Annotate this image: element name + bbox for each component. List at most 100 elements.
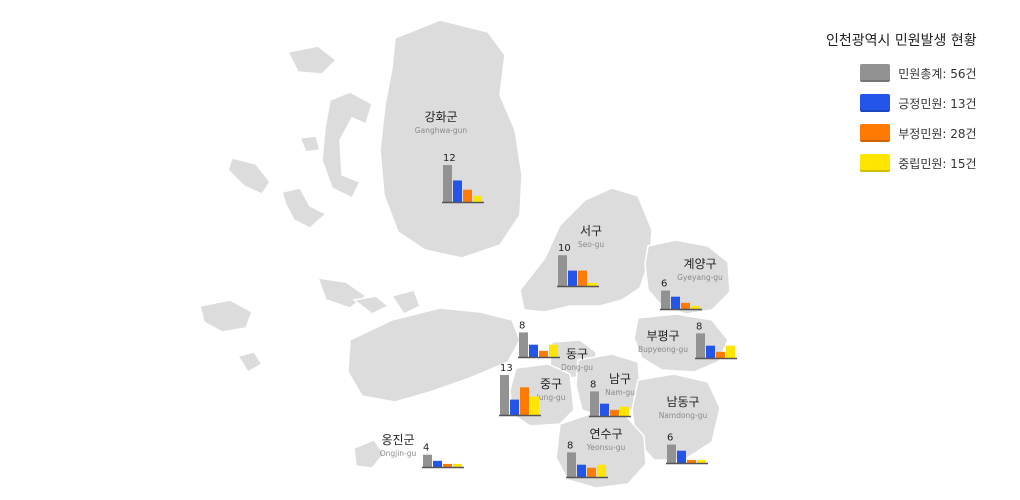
bar-bupyeong-gu-중립민원 [726, 345, 735, 358]
bar-ganghwa-gun-중립민원 [473, 195, 482, 202]
land-island-seokmo [286, 45, 338, 75]
total-value-nam-gu: 8 [590, 379, 596, 390]
district-name-seo-gu: 서구 [580, 224, 602, 238]
district-name-en-jung-gu: Jung-gu [536, 393, 566, 402]
district-name-jung-gu: 중구 [540, 377, 562, 391]
district-name-bupyeong-gu: 부평구 [646, 329, 679, 343]
land-island-ongjin-main [347, 307, 521, 403]
bar-gyeyang-gu-긍정민원 [671, 296, 680, 309]
bar-dong-gu-부정민원 [539, 350, 548, 357]
legend-label-total: 민원총계: 56건 [898, 66, 977, 81]
land-island-ongjin-south [353, 439, 385, 469]
total-value-dong-gu: 8 [519, 320, 525, 331]
district-name-en-nam-gu: Nam-gu [605, 388, 635, 397]
legend-item-positive: 긍정민원: 13건 [826, 88, 977, 118]
land-island-ongjin-mid [236, 351, 264, 374]
bar-group-dong-gu: 8 [518, 320, 560, 359]
land-seo-gu [519, 187, 653, 313]
legend-swatch-negative [860, 124, 891, 142]
district-name-en-ganghwa-gun: Ganghwa-gun [415, 126, 468, 135]
bar-jung-gu-민원총계 [500, 375, 509, 415]
bar-nam-gu-중립민원 [620, 406, 629, 416]
bar-seo-gu-민원총계 [558, 255, 567, 286]
bar-group-yeonsu-gu: 8 [566, 440, 608, 479]
bar-seo-gu-긍정민원 [568, 270, 577, 286]
bar-yeonsu-gu-긍정민원 [577, 464, 586, 477]
legend-item-neutral: 중립민원: 15건 [826, 148, 977, 178]
land-island-muui [199, 299, 253, 333]
total-value-ongjin-gu: 4 [423, 443, 429, 454]
bar-yeonsu-gu-부정민원 [587, 467, 596, 477]
bar-nam-gu-민원총계 [590, 391, 599, 416]
legend-swatch-neutral [860, 154, 891, 172]
bar-nam-gu-긍정민원 [600, 403, 609, 416]
bar-ongjin-gu-중립민원 [453, 463, 462, 467]
land-island-ganghwa [379, 19, 523, 259]
bar-ganghwa-gun-부정민원 [463, 189, 472, 202]
land-island-gyodong [321, 91, 373, 200]
district-bars: 12 10 6 8 8 13 8 6 8 4 [422, 153, 737, 479]
district-name-ganghwa-gun: 강화군 [424, 110, 457, 124]
bar-group-nam-gu: 8 [589, 379, 631, 418]
district-name-en-dong-gu: Dong-gu [561, 363, 593, 372]
bar-ganghwa-gun-긍정민원 [453, 180, 462, 202]
map-land [199, 19, 731, 489]
bar-dong-gu-민원총계 [519, 332, 528, 357]
bar-namdong-gu-민원총계 [667, 444, 676, 463]
bar-group-ongjin-gu: 4 [422, 443, 464, 469]
bar-group-jung-gu: 13 [499, 363, 541, 417]
bar-bupyeong-gu-민원총계 [696, 333, 705, 358]
district-name-nam-gu: 남구 [609, 372, 631, 386]
bar-group-seo-gu: 10 [557, 243, 599, 288]
bar-ongjin-gu-긍정민원 [433, 460, 442, 467]
total-value-namdong-gu: 6 [667, 433, 673, 444]
bar-namdong-gu-중립민원 [697, 459, 706, 463]
district-name-en-bupyeong-gu: Bupyeong-gu [638, 345, 688, 354]
district-name-ongjin-gu: 옹진군 [381, 433, 414, 447]
bar-ongjin-gu-부정민원 [443, 463, 452, 467]
total-value-jung-gu: 13 [500, 363, 513, 374]
bar-jung-gu-부정민원 [520, 387, 529, 415]
bar-namdong-gu-긍정민원 [677, 450, 686, 463]
legend-label-positive: 긍정민원: 13건 [898, 96, 977, 111]
bar-ongjin-gu-민원총계 [423, 454, 432, 467]
total-value-gyeyang-gu: 6 [661, 279, 667, 290]
total-value-seo-gu: 10 [558, 243, 571, 254]
bar-jung-gu-긍정민원 [510, 399, 519, 415]
bar-bupyeong-gu-긍정민원 [706, 345, 715, 358]
district-name-yeonsu-gu: 연수구 [589, 427, 622, 441]
legend-swatch-total [860, 64, 891, 82]
bar-group-namdong-gu: 6 [666, 433, 708, 465]
district-name-en-seo-gu: Seo-gu [578, 240, 605, 249]
district-name-gyeyang-gu: 계양구 [683, 257, 716, 271]
bar-group-ganghwa-gun: 12 [442, 153, 484, 204]
bar-group-bupyeong-gu: 8 [695, 321, 737, 360]
land-island-sido [390, 289, 421, 315]
bar-jung-gu-중립민원 [530, 396, 539, 415]
legend: 인천광역시 민원발생 현황 민원총계: 56건 긍정민원: 13건 부정민원: … [826, 30, 977, 178]
bar-nam-gu-부정민원 [610, 409, 619, 416]
legend-label-neutral: 중립민원: 15건 [898, 156, 977, 171]
total-value-bupyeong-gu: 8 [696, 321, 702, 332]
bar-dong-gu-중립민원 [549, 344, 558, 357]
district-name-dong-gu: 동구 [566, 347, 588, 361]
bar-yeonsu-gu-중립민원 [597, 464, 606, 477]
land-bupyeong-gu [633, 313, 729, 373]
bar-yeonsu-gu-민원총계 [567, 452, 576, 477]
district-name-en-ongjin-gu: Ongjin-gu [380, 449, 417, 458]
legend-swatch-positive [860, 94, 891, 112]
bar-dong-gu-긍정민원 [529, 344, 538, 357]
district-name-namdong-gu: 남동구 [666, 395, 699, 409]
district-labels: 강화군 Ganghwa-gun 서구 Seo-gu 계양구 Gyeyang-gu 부평구 Bu… [380, 110, 723, 458]
bar-seo-gu-부정민원 [578, 270, 587, 286]
land-island-west-b [281, 187, 328, 229]
legend-item-total: 민원총계: 56건 [826, 58, 977, 88]
district-name-en-yeonsu-gu: Yeonsu-gu [586, 443, 626, 452]
bar-group-gyeyang-gu: 6 [660, 279, 702, 311]
land-island-yeongjong-s [352, 295, 390, 315]
bar-gyeyang-gu-민원총계 [661, 290, 670, 309]
district-name-en-namdong-gu: Namdong-gu [659, 411, 708, 420]
bar-ganghwa-gun-민원총계 [443, 165, 452, 202]
